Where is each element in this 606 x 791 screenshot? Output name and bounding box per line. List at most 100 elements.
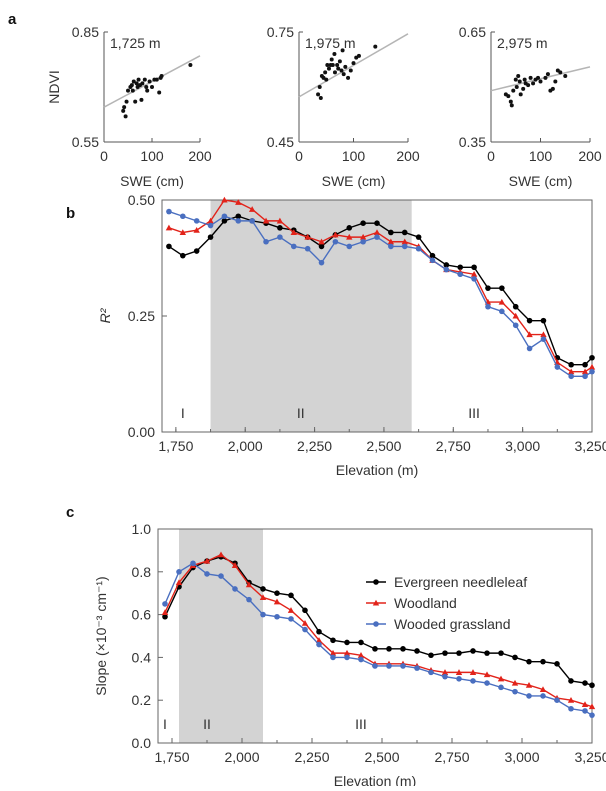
- series-point: [193, 218, 200, 224]
- x-tick-label: 0: [100, 148, 108, 164]
- series-point: [217, 551, 225, 558]
- series-point: [301, 619, 309, 626]
- series-point: [359, 233, 367, 240]
- series-point: [471, 276, 477, 282]
- series-point: [358, 639, 364, 646]
- x-tick-label: 3,250: [574, 438, 606, 454]
- data-point: [129, 83, 134, 88]
- series-point: [162, 601, 168, 607]
- series-point: [248, 206, 256, 212]
- x-axis-label: SWE (cm): [120, 173, 184, 189]
- series-point: [386, 646, 392, 652]
- x-tick-label: 200: [188, 148, 212, 164]
- series-point: [288, 616, 294, 622]
- data-point: [150, 85, 154, 89]
- series-point: [441, 669, 449, 675]
- data-point: [343, 64, 348, 69]
- series-point: [470, 678, 476, 684]
- series-point: [455, 669, 463, 675]
- data-point: [346, 75, 351, 80]
- series-point: [343, 649, 351, 656]
- series-point: [315, 637, 323, 643]
- data-point: [130, 88, 135, 93]
- series-point: [372, 663, 378, 669]
- x-tick-label: 2,250: [297, 438, 332, 454]
- y-tick-label: 0.2: [132, 692, 152, 708]
- x-tick-label: 0: [487, 148, 495, 164]
- regression-line: [298, 33, 409, 98]
- series-point: [512, 654, 518, 661]
- y-tick-label: 0.50: [128, 192, 155, 208]
- series-point: [526, 345, 533, 352]
- series-point: [483, 671, 491, 678]
- series-point: [469, 669, 477, 675]
- series-point: [207, 217, 214, 224]
- series-point: [388, 243, 394, 250]
- x-tick-label: 2,000: [224, 749, 259, 765]
- data-point: [373, 44, 378, 49]
- series-point: [260, 586, 266, 592]
- regression-line: [103, 55, 201, 108]
- data-point: [536, 75, 541, 80]
- data-point: [340, 48, 345, 53]
- series-point: [193, 248, 200, 254]
- plot-frame: [157, 528, 593, 744]
- data-point: [543, 75, 548, 80]
- series-point: [374, 234, 380, 240]
- series-point: [287, 607, 295, 613]
- series-point: [401, 229, 408, 236]
- series-point: [203, 557, 211, 564]
- series-point: [442, 650, 448, 656]
- series-point: [374, 220, 380, 226]
- series-point: [415, 245, 422, 252]
- series-point: [357, 652, 365, 658]
- r2-line-chart: 0.00 0.25 0.50 1,750 2,000 2,250 2,500 2,750 3,0…: [97, 192, 606, 478]
- zone-label: I: [181, 405, 185, 421]
- data-point: [550, 86, 555, 91]
- data-point: [553, 79, 558, 84]
- series-point: [304, 233, 311, 240]
- data-point: [509, 103, 514, 108]
- data-point: [154, 77, 159, 82]
- data-point: [140, 81, 145, 86]
- series-point: [568, 705, 574, 712]
- series-point: [499, 308, 505, 315]
- series-point: [414, 648, 420, 654]
- data-point: [558, 70, 563, 75]
- series-point: [318, 259, 325, 266]
- series-point: [484, 650, 490, 656]
- series-point: [221, 196, 228, 203]
- series-point: [288, 592, 294, 599]
- series-point: [512, 322, 519, 329]
- data-point: [147, 79, 152, 84]
- data-point: [511, 88, 516, 93]
- data-point: [339, 68, 344, 73]
- series-point: [358, 656, 364, 663]
- series-point: [428, 652, 434, 659]
- series-point: [235, 218, 242, 224]
- series-point: [176, 569, 182, 575]
- series-point: [207, 222, 214, 229]
- legend-label: Wooded grassland: [394, 616, 510, 632]
- series-point: [346, 243, 353, 250]
- y-tick-label: 0.25: [128, 308, 155, 324]
- series-point: [401, 243, 408, 250]
- series-point: [246, 596, 252, 603]
- series-point: [260, 611, 266, 618]
- series-point: [231, 562, 239, 568]
- series-point: [388, 229, 394, 236]
- series-point: [512, 312, 519, 319]
- series-point: [290, 229, 297, 236]
- series-point: [471, 264, 477, 271]
- y-tick-label: 0.35: [459, 134, 486, 150]
- series-point: [443, 266, 450, 273]
- series-point: [179, 229, 187, 236]
- series-point: [330, 637, 336, 644]
- data-point: [518, 92, 523, 97]
- zone-label: II: [297, 405, 305, 421]
- series-point: [263, 238, 269, 245]
- x-tick-label: 100: [342, 148, 366, 164]
- series-point: [525, 682, 533, 688]
- series-point: [193, 226, 200, 233]
- x-axis-label: Elevation (m): [336, 462, 418, 478]
